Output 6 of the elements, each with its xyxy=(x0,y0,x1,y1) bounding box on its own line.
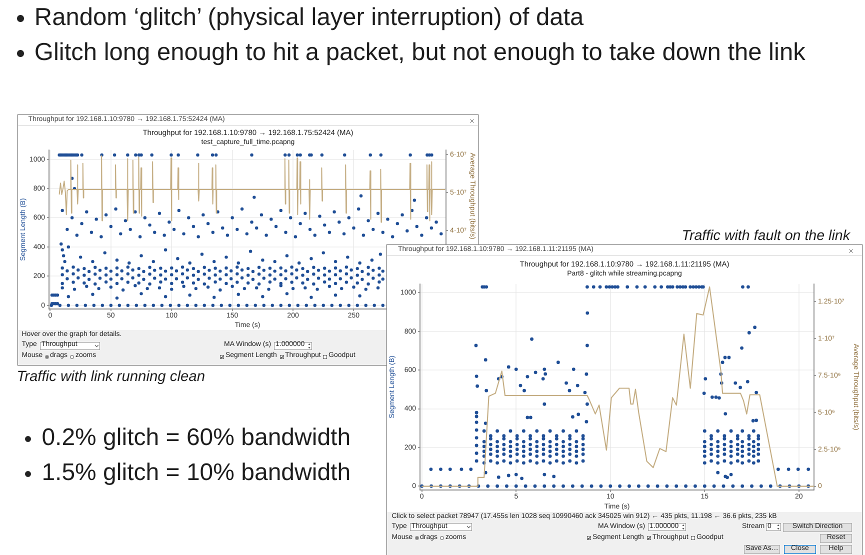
text: Traffic with fault on the link xyxy=(682,228,850,246)
text: 1.5% glitch = 10% bandwidth xyxy=(42,459,351,488)
text: 0.2% glitch = 60% bandwidth xyxy=(42,424,351,453)
text: Glitch long enough to hit a packet, but not enough to take down the link xyxy=(34,38,806,67)
text: Random ‘glitch’ (physical layer interruption) of data xyxy=(34,2,584,32)
text: Traffic with link running clean xyxy=(16,369,206,388)
